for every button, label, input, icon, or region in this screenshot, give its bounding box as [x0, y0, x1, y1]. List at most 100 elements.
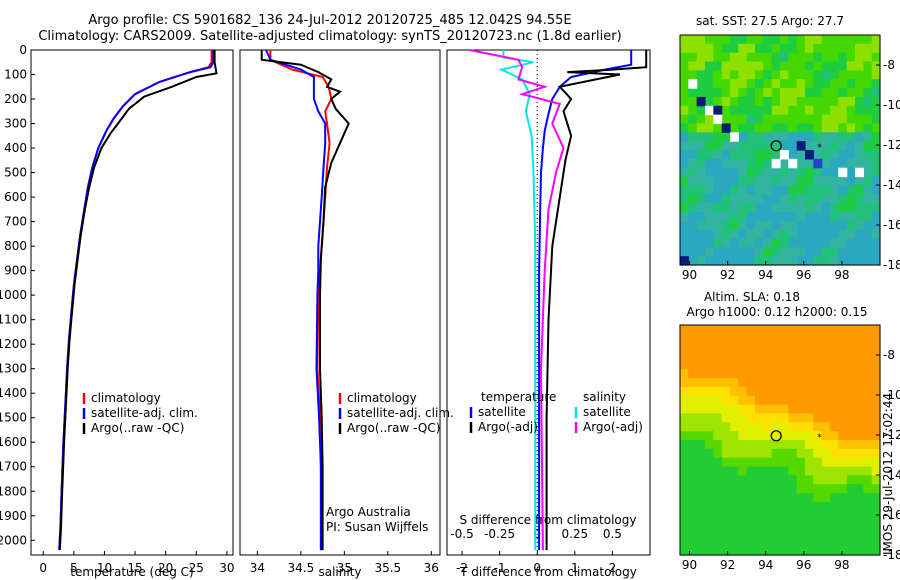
map-cell: [680, 256, 689, 266]
map-cell: [771, 448, 781, 459]
figure-title-line2: Climatology: CARS2009. Satellite-adjuste…: [38, 29, 622, 44]
map-cell: [805, 61, 814, 71]
map-cell: [713, 256, 723, 266]
map-cell: [871, 360, 881, 370]
map-cell: [788, 185, 798, 195]
map-cell: [771, 52, 781, 63]
y-tick-label: 1500: [0, 411, 27, 425]
map-cell: [771, 105, 781, 116]
map-cell: [796, 150, 806, 160]
map-cell: [771, 96, 781, 107]
map-cell: [771, 493, 781, 503]
map-cell: [771, 167, 781, 178]
map-cell: [813, 176, 823, 186]
map-cell: [713, 88, 723, 98]
map-cell: [805, 395, 814, 406]
map-cell: [705, 43, 714, 54]
map-cell: [705, 96, 714, 107]
map-cell: [846, 220, 856, 231]
map-cell: [863, 369, 873, 379]
map-cell: [713, 546, 723, 556]
map-cell: [830, 203, 839, 213]
map-cell: [746, 70, 756, 80]
map-cell: [713, 369, 723, 379]
map-cell: [813, 256, 823, 266]
map-cell: [780, 519, 789, 529]
map-cell: [680, 457, 689, 468]
map-cell: [755, 325, 764, 335]
map-cell: [871, 256, 881, 266]
map-cell: [755, 176, 764, 186]
map-cell: [788, 404, 798, 414]
y-tick-label: 1700: [0, 460, 27, 474]
map-cell: [721, 484, 731, 494]
map-cell: [863, 431, 873, 441]
map-cell: [780, 52, 789, 63]
map-cell: [780, 510, 789, 521]
map-cell: [780, 132, 789, 142]
map-cell: [821, 185, 831, 195]
map-cell: [838, 229, 848, 239]
map-cell: [730, 457, 739, 468]
map-cell: [838, 466, 848, 476]
map-cell: [730, 70, 739, 80]
map-cell: [730, 203, 739, 213]
map-cell: [680, 422, 689, 432]
map-cell: [855, 440, 864, 450]
map-cell: [771, 79, 781, 89]
argo-float-marker: [770, 430, 782, 442]
map-cell: [838, 141, 848, 151]
map-cell: [730, 360, 739, 370]
map-cell: [846, 351, 856, 361]
map-cell: [863, 528, 873, 538]
map-cell: [863, 404, 873, 414]
map-cell: [746, 431, 756, 441]
map-cell: [838, 413, 848, 423]
map-cell: [863, 519, 873, 529]
map-cell: [705, 79, 714, 89]
map-cell: [771, 70, 781, 80]
map-cell: [688, 546, 698, 556]
map-cell: [696, 79, 706, 89]
map-cell: [855, 448, 864, 459]
map-cell: [746, 43, 756, 54]
map-cell: [755, 61, 764, 71]
map-cell: [821, 546, 831, 556]
map-cell: [796, 457, 806, 468]
map-cell: [788, 114, 798, 124]
map-cell: [680, 167, 689, 178]
map-cell: [863, 325, 873, 335]
map-cell: [855, 150, 864, 160]
map-cell: [755, 360, 764, 370]
map-cell: [863, 52, 873, 63]
map-cell: [721, 386, 731, 397]
map-cell: [688, 501, 698, 512]
map-cell: [788, 88, 798, 98]
map-cell: [713, 114, 723, 125]
map-cell: [713, 158, 723, 169]
map-cell: [830, 493, 839, 503]
map-cell: [696, 404, 706, 414]
argo-raw-line: [58, 50, 218, 551]
map-cell: [730, 501, 739, 512]
map-cell: [771, 369, 781, 379]
map-cell: [680, 229, 689, 239]
map-cell: [796, 88, 806, 98]
map-cell: [780, 493, 789, 503]
map-cell: [721, 325, 731, 335]
map-cell: [763, 369, 773, 379]
map-cell: [838, 386, 848, 397]
map-cell: [821, 519, 831, 529]
map-cell: [871, 203, 881, 213]
map-cell: [705, 220, 714, 231]
map-cell: [746, 351, 756, 361]
map-cell: [855, 528, 864, 538]
map-cell: [780, 229, 789, 239]
map-cell: [688, 96, 698, 107]
map-cell: [705, 404, 714, 414]
map-cell: [738, 150, 748, 160]
map-cell: [838, 167, 848, 178]
satellite-adj-line: [58, 50, 215, 551]
map-cell: [780, 325, 789, 335]
map-cell: [688, 528, 698, 538]
